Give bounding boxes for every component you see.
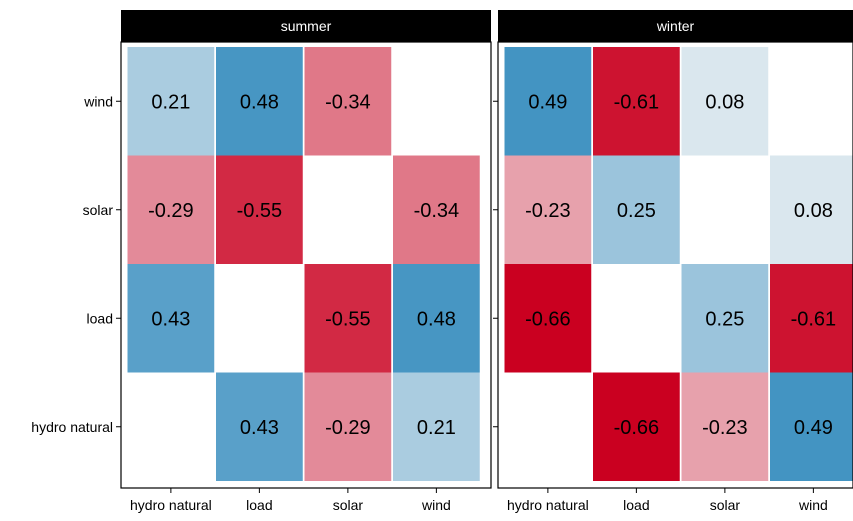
- cell-value-label: 0.25: [705, 308, 744, 330]
- y-tick-label: wind: [83, 93, 113, 109]
- cell-value-label: 0.49: [794, 417, 833, 439]
- cell-value-labels: 0.21 0.48 -0.34 -0.29 -0.55 -0.34 0.43 -0.55 0.4…: [148, 91, 836, 439]
- heatmap-cell-summer-wind-load: [393, 264, 480, 373]
- heatmap-cell-winter-load-solar: [593, 155, 680, 264]
- cell-value-label: -0.23: [702, 417, 748, 439]
- cell-value-label: 0.25: [617, 200, 656, 222]
- heatmap-cell-winter-hydro-natural-wind: [504, 47, 592, 156]
- facet-strips: summer winter: [121, 10, 853, 42]
- heatmap-cell-winter-load-wind: [593, 47, 680, 156]
- heatmap-cell-summer-wind-solar: [393, 155, 480, 264]
- heatmap-cell-summer-hydro-natural-wind: [127, 47, 215, 156]
- y-tick-label: solar: [83, 202, 114, 218]
- heatmap-cell-summer-solar-hydro-natural: [304, 372, 392, 481]
- heatmap-cell-winter-solar-hydro-natural: [681, 372, 769, 481]
- cell-value-label: -0.66: [525, 308, 571, 330]
- cell-value-label: 0.21: [151, 91, 190, 113]
- cell-value-label: 0.43: [240, 417, 279, 439]
- cell-value-label: -0.29: [148, 200, 194, 222]
- heatmap-cell-summer-load-hydro-natural: [216, 372, 303, 481]
- y-tick-label: load: [87, 310, 113, 326]
- heatmap-cell-summer-wind-hydro-natural: [393, 372, 480, 481]
- heatmap-cell-winter-wind-hydro-natural: [770, 372, 853, 481]
- heatmap-cell-summer-solar-load: [304, 264, 392, 373]
- cell-value-label: 0.49: [528, 91, 567, 113]
- heatmap-cell-winter-hydro-natural-solar: [504, 155, 592, 264]
- cell-value-label: 0.08: [705, 91, 744, 113]
- heatmap-cell-summer-load-wind: [216, 47, 303, 156]
- heatmap-cell-winter-wind-load: [770, 264, 853, 373]
- cell-value-label: 0.08: [794, 200, 833, 222]
- facet-title-summer: summer: [281, 18, 332, 34]
- cell-value-label: 0.21: [417, 417, 456, 439]
- heatmap-cell-winter-hydro-natural-load: [504, 264, 592, 373]
- x-tick-label-winter: wind: [798, 497, 828, 513]
- heatmap-cells: [127, 47, 853, 481]
- x-tick-label-summer: load: [246, 497, 272, 513]
- heatmap-cell-winter-solar-wind: [681, 47, 769, 156]
- cell-value-label: -0.29: [325, 417, 371, 439]
- heatmap-cell-winter-wind-solar: [770, 155, 853, 264]
- cell-value-label: -0.23: [525, 200, 571, 222]
- cell-value-label: 0.48: [240, 91, 279, 113]
- axes: hydro natural load solar wind hydro natural l…: [31, 93, 827, 513]
- cell-value-label: -0.55: [325, 308, 371, 330]
- cell-value-label: -0.55: [237, 200, 283, 222]
- facet-strip-winter: [498, 10, 853, 42]
- heatmap-cell-winter-load-hydro-natural: [593, 372, 680, 481]
- x-tick-label-winter: solar: [710, 497, 741, 513]
- y-tick-label: hydro natural: [31, 419, 113, 435]
- facet-title-winter: winter: [656, 18, 695, 34]
- x-tick-label-winter: hydro natural: [507, 497, 589, 513]
- heatmap-cell-summer-load-solar: [216, 155, 303, 264]
- heatmap-cell-summer-hydro-natural-load: [127, 264, 215, 373]
- cell-value-label: -0.34: [414, 200, 460, 222]
- cell-value-label: -0.66: [614, 417, 660, 439]
- cell-value-label: -0.34: [325, 91, 371, 113]
- x-tick-label-summer: hydro natural: [130, 497, 212, 513]
- x-tick-label-summer: solar: [333, 497, 364, 513]
- heatmap-cell-summer-solar-wind: [304, 47, 392, 156]
- cell-value-label: 0.48: [417, 308, 456, 330]
- cell-value-label: -0.61: [614, 91, 660, 113]
- cell-value-label: 0.43: [151, 308, 190, 330]
- x-tick-label-winter: load: [623, 497, 649, 513]
- cell-value-label: -0.61: [791, 308, 837, 330]
- heatmap-cell-summer-hydro-natural-solar: [127, 155, 215, 264]
- heatmap-cell-winter-solar-load: [681, 264, 769, 373]
- x-tick-label-summer: wind: [421, 497, 451, 513]
- facet-strip-summer: [121, 10, 491, 42]
